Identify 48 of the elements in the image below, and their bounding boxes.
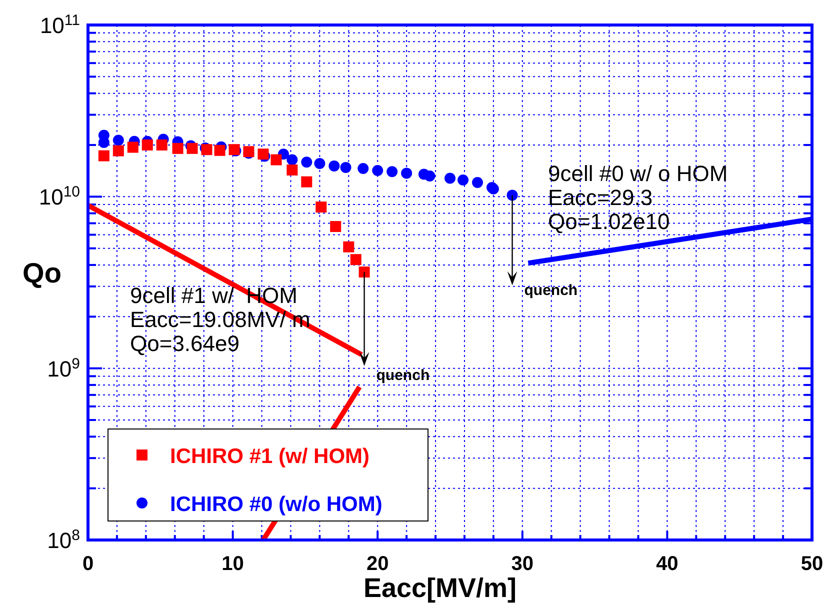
point	[343, 241, 354, 252]
x-axis-title: Eacc[MV/m]	[363, 573, 517, 603]
point	[506, 190, 518, 201]
point	[330, 221, 342, 232]
annotation: 9cell #0 w/ o HOM Eacc=29.3 Qo=1.02e10	[548, 161, 728, 234]
point	[350, 254, 362, 266]
point	[472, 176, 484, 188]
point	[444, 172, 456, 184]
y-tick-label: 10$^{10}$	[38, 183, 80, 210]
x-tick-label: 20	[366, 553, 389, 575]
legend-label: ICHIRO #1 (w/ HOM)	[170, 445, 370, 468]
point	[328, 160, 340, 172]
point	[301, 156, 312, 168]
point	[424, 170, 436, 182]
point	[98, 150, 110, 162]
point	[156, 139, 168, 150]
point	[286, 154, 298, 166]
x-tick-label: 10	[222, 553, 244, 575]
point	[358, 266, 370, 278]
point	[127, 142, 138, 153]
y-tick-label: 10$^{8}$	[47, 526, 80, 553]
x-tick-label: 40	[656, 553, 678, 575]
x-tick-label: 30	[511, 553, 534, 575]
point	[458, 174, 469, 186]
point	[301, 176, 312, 188]
point	[314, 158, 326, 170]
annotation: quench	[376, 367, 430, 384]
point	[358, 162, 369, 174]
x-tick-label: 50	[800, 553, 824, 575]
point	[142, 139, 153, 150]
point	[270, 154, 282, 166]
annotation: quench	[524, 282, 578, 300]
point	[340, 162, 352, 173]
y-tick-label: 10$^{9}$	[47, 354, 80, 382]
point	[172, 142, 184, 154]
point	[112, 145, 124, 156]
point	[316, 202, 327, 213]
point	[386, 166, 398, 178]
y-axis-title: Qo	[22, 258, 62, 288]
point	[112, 134, 124, 146]
x-tick-label: 0	[82, 553, 94, 575]
y-tick-label: 10$^{11}$	[40, 12, 80, 38]
point	[401, 168, 412, 179]
point	[214, 144, 226, 156]
point	[186, 142, 198, 154]
point	[286, 164, 298, 176]
point	[372, 165, 384, 176]
legend-label: ICHIRO #0 (w/o HOM)	[170, 493, 382, 516]
